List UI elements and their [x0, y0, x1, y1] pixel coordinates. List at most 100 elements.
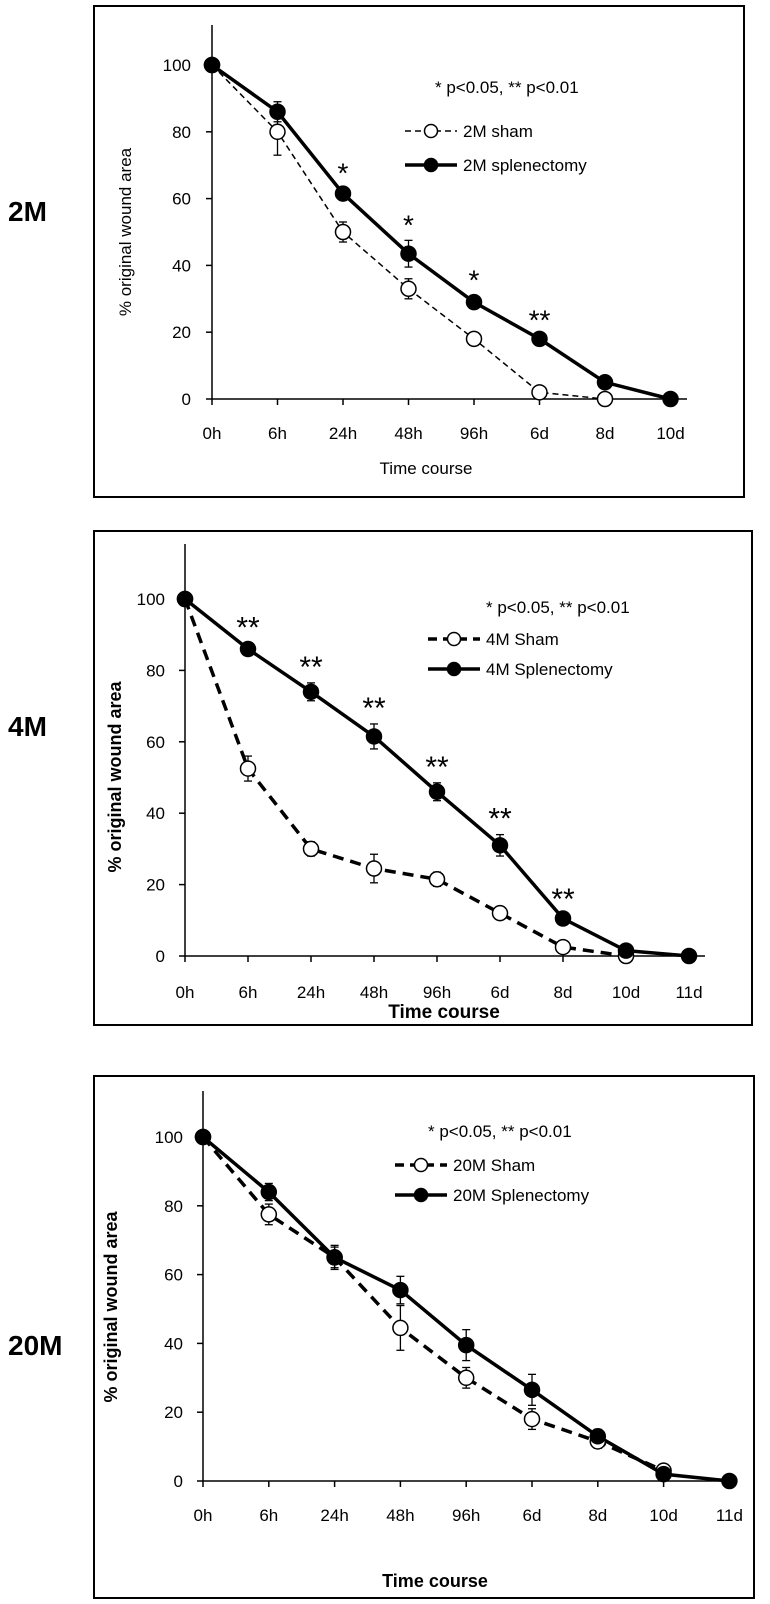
data-point-splenectomy	[523, 1381, 541, 1399]
data-point-sham	[523, 1410, 541, 1428]
data-point-sham	[465, 330, 483, 348]
significance-annotation: * p<0.05, ** p<0.01	[428, 1122, 572, 1141]
x-tick-label: 8d	[588, 1506, 607, 1525]
data-point-splenectomy	[428, 783, 446, 801]
data-point-sham	[269, 123, 286, 141]
chart-svg-20m: 0 20 40 60 80 100 0h 6h 24h 48h 96h 6d 8d 10d 11d Time …	[101, 1091, 743, 1591]
data-point-sham	[554, 938, 572, 956]
x-tick-label: 11d	[716, 1506, 743, 1525]
data-point-splenectomy	[203, 56, 221, 74]
y-tick-label: 80	[146, 661, 165, 680]
chart-panel-2m: 0 20 40 60 80 100 0h 6h 24h 48h 96h 6d 8d 10d Time cou…	[93, 5, 745, 498]
significance-star: **	[529, 305, 551, 336]
legend-marker-sham	[413, 1157, 429, 1173]
data-point-splenectomy	[392, 1281, 409, 1299]
x-tick-label: 6d	[530, 424, 549, 443]
data-point-splenectomy	[617, 942, 635, 959]
y-tick-label: 80	[164, 1197, 183, 1216]
y-tick-label: 60	[146, 733, 165, 752]
data-point-splenectomy	[334, 185, 352, 202]
data-point-splenectomy	[194, 1128, 212, 1146]
data-point-sham	[491, 904, 509, 922]
significance-star: **	[299, 651, 323, 684]
significance-star: **	[236, 612, 260, 645]
significance-star: *	[469, 264, 480, 295]
x-tick-label: 24h	[329, 424, 357, 443]
x-axis-label: Time course	[382, 1571, 488, 1591]
x-tick-label: 96h	[452, 1506, 480, 1525]
significance-annotation: * p<0.05, ** p<0.01	[486, 598, 630, 617]
data-point-splenectomy	[365, 728, 383, 745]
legend-label: 4M Sham	[486, 630, 559, 649]
legend-label: 2M splenectomy	[463, 156, 587, 175]
legend-label: 4M Splenectomy	[486, 660, 613, 679]
data-point-sham	[239, 760, 257, 777]
data-point-splenectomy	[176, 590, 194, 608]
data-point-sham	[531, 384, 548, 401]
data-point-splenectomy	[465, 293, 483, 311]
legend-marker-splenectomy	[413, 1187, 429, 1203]
y-tick-label: 100	[163, 56, 191, 75]
data-point-splenectomy	[655, 1465, 672, 1483]
chart-svg-2m: 0 20 40 60 80 100 0h 6h 24h 48h 96h 6d 8d 10d Time cou…	[116, 25, 687, 478]
data-point-splenectomy	[662, 390, 679, 408]
x-tick-label: 10d	[612, 983, 640, 1002]
x-tick-label: 48h	[386, 1506, 414, 1525]
legend-marker-sham	[423, 123, 439, 139]
y-tick-label: 60	[172, 190, 191, 209]
data-point-splenectomy	[589, 1428, 607, 1445]
x-tick-label: 0h	[176, 983, 195, 1002]
x-axis-label: Time course	[380, 459, 473, 478]
data-point-splenectomy	[680, 947, 698, 965]
data-point-splenectomy	[260, 1183, 278, 1201]
data-point-splenectomy	[721, 1472, 738, 1490]
data-point-splenectomy	[400, 245, 417, 262]
x-tick-label: 24h	[320, 1506, 348, 1525]
x-tick-label: 8d	[596, 424, 615, 443]
x-tick-label: 24h	[297, 983, 325, 1002]
data-point-splenectomy	[596, 374, 614, 391]
data-point-sham	[428, 870, 446, 888]
y-axis-label: % original wound area	[116, 147, 135, 316]
legend-marker-splenectomy	[446, 661, 462, 677]
y-tick-label: 20	[164, 1403, 183, 1422]
series-line-sham	[183, 598, 627, 958]
x-axis-label: Time course	[388, 1002, 500, 1023]
y-tick-label: 100	[155, 1128, 183, 1147]
y-axis-label: % original wound area	[101, 1210, 121, 1402]
x-tick-label: 10d	[656, 424, 684, 443]
data-point-splenectomy	[326, 1249, 343, 1266]
y-tick-label: 0	[182, 390, 191, 409]
x-tick-label: 96h	[460, 424, 488, 443]
x-tick-label: 48h	[360, 983, 388, 1002]
significance-star: **	[488, 803, 512, 836]
x-tick-label: 48h	[394, 424, 422, 443]
legend-label: 20M Splenectomy	[453, 1186, 590, 1205]
y-tick-label: 100	[137, 590, 165, 609]
data-point-sham	[392, 1319, 409, 1337]
row-label-20m: 20M	[8, 1330, 63, 1361]
x-tick-label: 6d	[523, 1506, 542, 1525]
chart-panel-20m: 0 20 40 60 80 100 0h 6h 24h 48h 96h 6d 8d 10d 11d Time …	[93, 1075, 755, 1599]
x-tick-label: 6h	[259, 1506, 278, 1525]
y-tick-label: 40	[172, 256, 191, 275]
x-tick-label: 6h	[268, 424, 287, 443]
legend-marker-sham	[446, 631, 462, 647]
legend-label: 20M Sham	[453, 1156, 535, 1175]
data-point-sham	[596, 390, 614, 408]
significance-star: *	[338, 158, 349, 189]
significance-annotation: * p<0.05, ** p<0.01	[435, 78, 579, 97]
y-tick-label: 40	[146, 804, 165, 823]
y-tick-label: 20	[172, 323, 191, 342]
legend-label: 2M sham	[463, 122, 533, 141]
significance-star: **	[425, 751, 449, 784]
data-point-splenectomy	[531, 330, 548, 348]
y-tick-label: 20	[146, 876, 165, 895]
x-tick-label: 11d	[675, 983, 702, 1002]
x-tick-label: 6d	[491, 983, 510, 1002]
data-point-splenectomy	[491, 837, 509, 854]
data-point-splenectomy	[554, 910, 572, 927]
data-point-sham	[365, 860, 383, 877]
x-tick-label: 0h	[203, 424, 222, 443]
x-tick-label: 6h	[239, 983, 258, 1002]
